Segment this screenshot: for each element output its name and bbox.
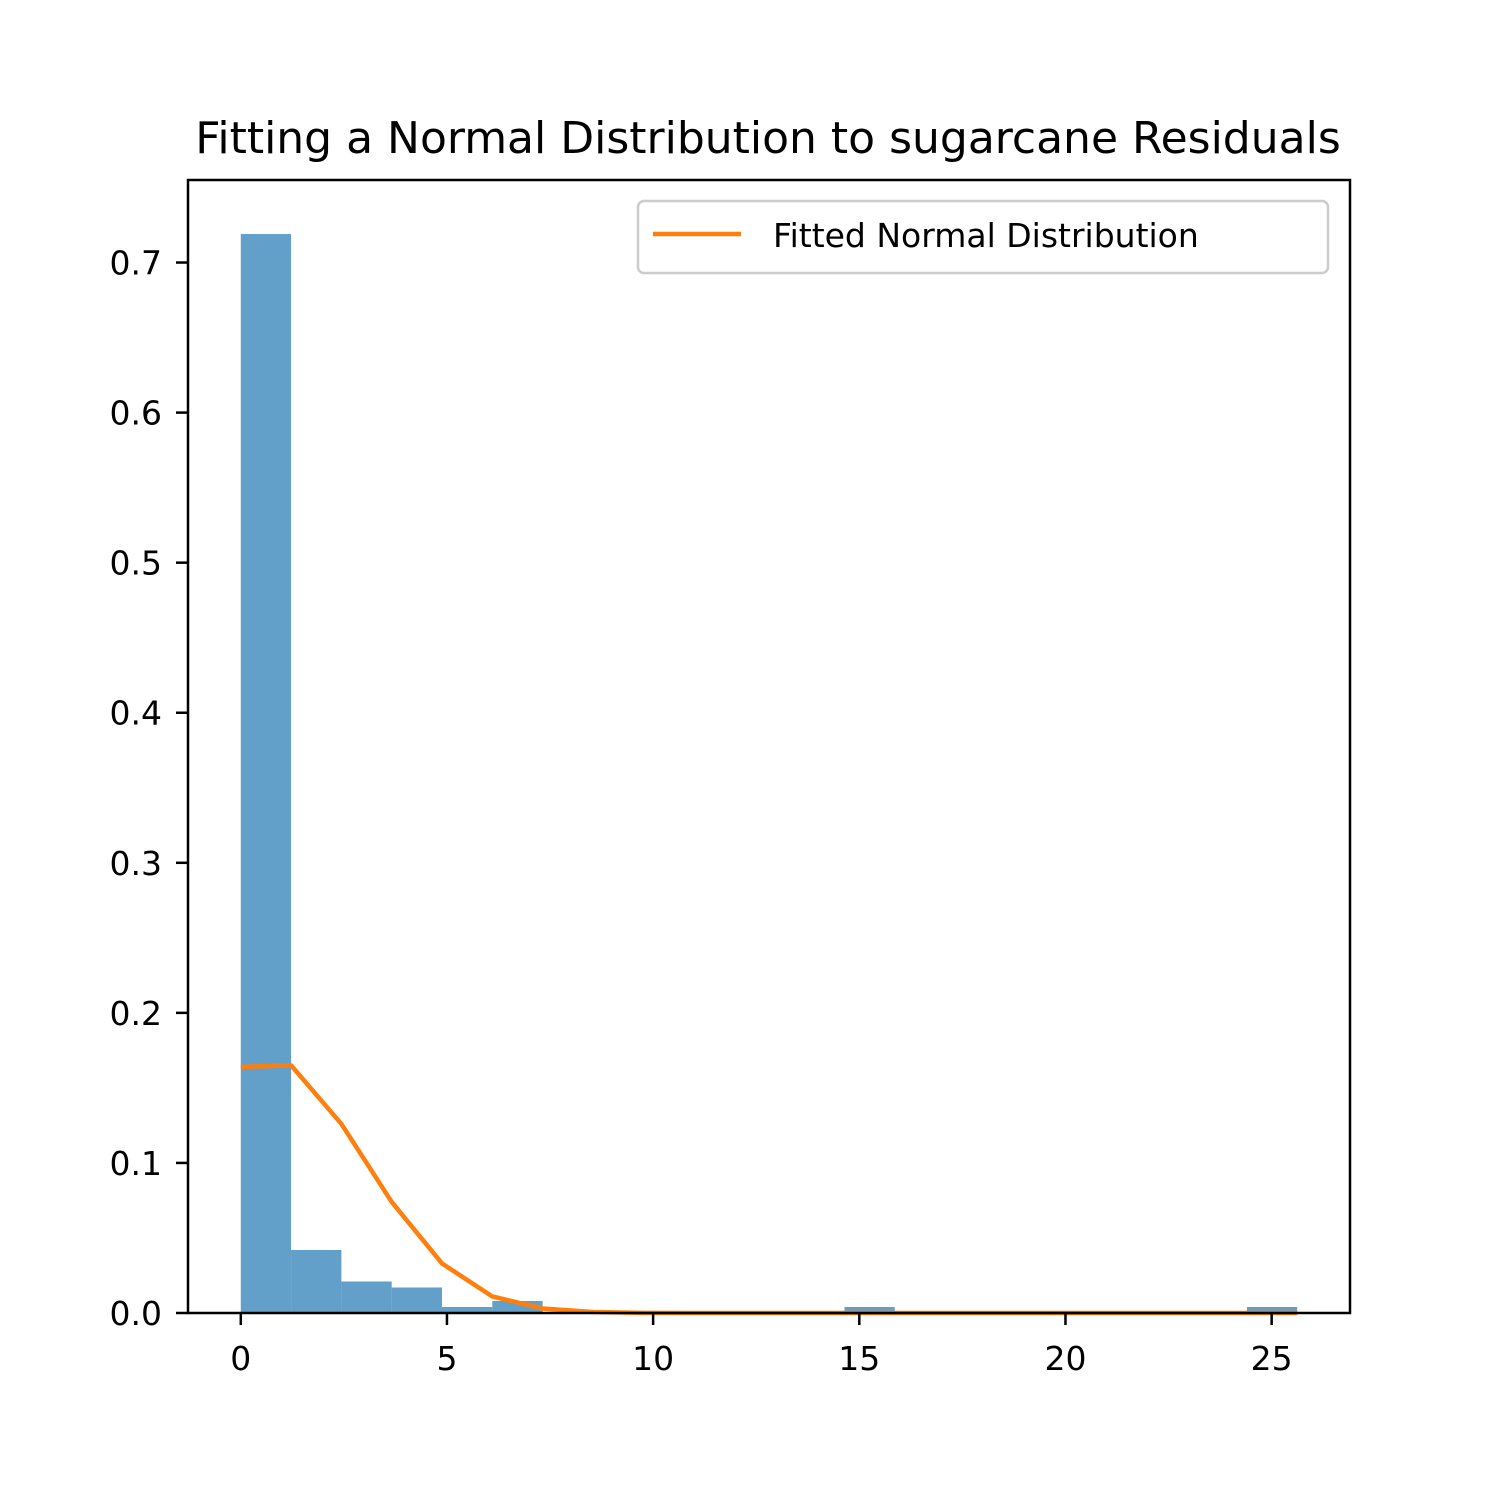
histogram-bar xyxy=(1246,1306,1298,1313)
x-tick-label: 10 xyxy=(632,1339,674,1378)
y-tick-label: 0.0 xyxy=(110,1294,162,1333)
x-axis: 0 5 10 15 20 25 xyxy=(230,1313,1293,1378)
histogram-bars xyxy=(240,234,1298,1314)
y-tick-label: 0.6 xyxy=(110,394,162,433)
legend-label: Fitted Normal Distribution xyxy=(773,216,1199,255)
plot-frame xyxy=(186,178,1352,1315)
chart-title: Fitting a Normal Distribution to sugarca… xyxy=(195,113,1341,164)
histogram-bar xyxy=(391,1287,443,1313)
histogram-bar xyxy=(844,1306,895,1313)
x-tick-label: 20 xyxy=(1044,1339,1086,1378)
y-axis: 0.0 0.1 0.2 0.3 0.4 0.5 0.6 0.7 xyxy=(110,244,188,1333)
x-tick-label: 5 xyxy=(436,1339,457,1378)
y-tick-label: 0.3 xyxy=(110,844,162,883)
histogram-bar xyxy=(291,1249,342,1313)
y-tick-label: 0.2 xyxy=(110,994,162,1033)
histogram-bar xyxy=(240,234,292,1314)
histogram-bar xyxy=(341,1281,392,1313)
y-tick-label: 0.4 xyxy=(110,694,162,733)
x-tick-label: 25 xyxy=(1251,1339,1293,1378)
y-tick-label: 0.7 xyxy=(110,244,162,283)
x-tick-label: 15 xyxy=(838,1339,880,1378)
legend-box xyxy=(636,199,1330,275)
legend: Fitted Normal Distribution xyxy=(636,199,1330,275)
histogram-bar xyxy=(442,1306,493,1313)
y-tick-label: 0.1 xyxy=(110,1144,162,1183)
x-tick-label: 0 xyxy=(230,1339,251,1378)
y-tick-label: 0.5 xyxy=(110,544,162,583)
